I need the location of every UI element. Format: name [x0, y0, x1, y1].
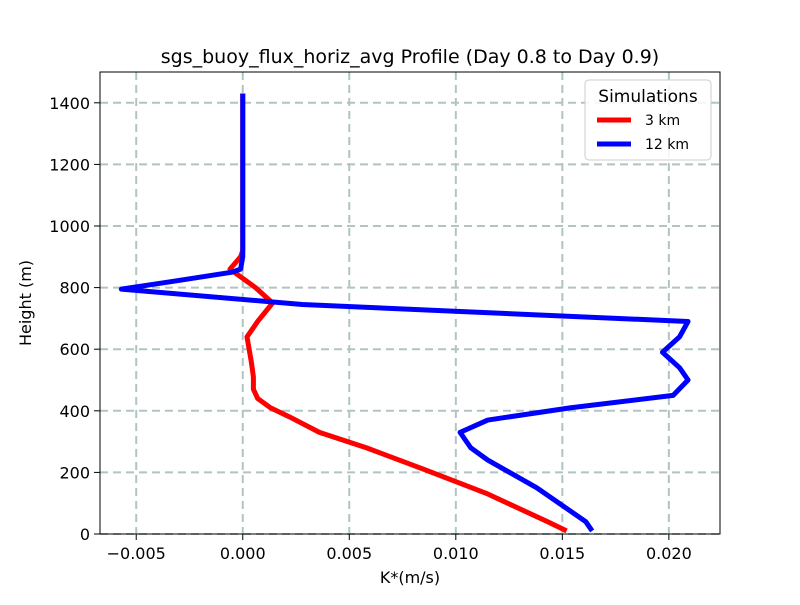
x-tick-label-3: 0.010 [433, 544, 479, 563]
x-tick-label-0: −0.005 [107, 544, 166, 563]
legend-title: Simulations [598, 87, 698, 107]
legend-box [584, 79, 712, 161]
series-line-1 [118, 93, 691, 533]
y-tick-label-3: 600 [59, 340, 90, 359]
chart-title: sgs_buoy_flux_horiz_avg Profile (Day 0.8… [161, 46, 659, 68]
legend-label-0: 3 km [645, 113, 680, 129]
plot-frame [99, 71, 721, 535]
y-axis-title: Height (m) [16, 260, 35, 346]
x-tick-label-5: 0.020 [646, 544, 692, 563]
x-tick-label-4: 0.015 [539, 544, 585, 563]
legend: Simulations 3 km 12 km [584, 79, 712, 161]
x-axis-ticks: −0.005 0.000 0.005 0.010 0.015 0.020 [107, 534, 692, 563]
y-tick-label-5: 1000 [49, 217, 90, 236]
x-tick-label-1: 0.000 [220, 544, 266, 563]
x-axis-title: K*(m/s) [380, 568, 440, 587]
y-tick-label-7: 1400 [49, 94, 90, 113]
grid-lines [100, 72, 720, 535]
x-tick-label-2: 0.005 [326, 544, 372, 563]
legend-label-1: 12 km [645, 137, 689, 153]
y-tick-label-4: 800 [59, 279, 90, 298]
y-tick-label-1: 200 [59, 463, 90, 482]
y-axis-ticks: 0 200 400 600 800 1000 1200 1400 [49, 94, 100, 544]
series-lines [118, 93, 691, 534]
y-tick-label-0: 0 [80, 525, 90, 544]
y-tick-label-6: 1200 [49, 155, 90, 174]
y-tick-label-2: 400 [59, 402, 90, 421]
